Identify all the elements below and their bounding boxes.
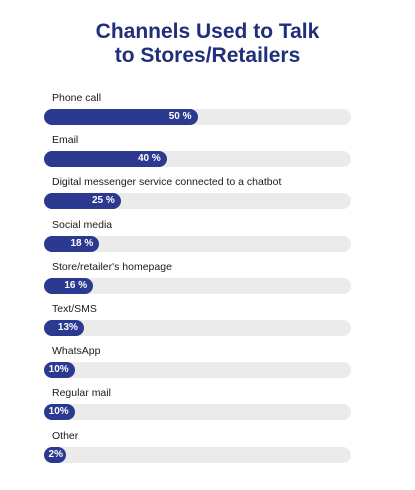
bar-track: 50 % [44, 109, 351, 125]
bar-value-label: 18 % [70, 237, 94, 249]
bar-row: Email 40 % [0, 134, 415, 176]
chart-title: Channels Used to Talk to Stores/Retailer… [0, 20, 415, 68]
bar: 16 % [44, 277, 94, 294]
bar: 13% [44, 320, 84, 336]
category-label: Email [52, 134, 79, 147]
bar-row: Text/SMS 13% [0, 303, 415, 345]
bar-row: Store/retailer's homepage 16 % [0, 261, 415, 303]
bar: 40 % [44, 151, 167, 168]
bar-row: Other 2% [0, 430, 415, 472]
bar: 2% [44, 446, 66, 463]
bar-row: Phone call 50 % [0, 92, 415, 134]
category-label: Phone call [52, 92, 102, 104]
bar-track: 10% [44, 362, 351, 379]
bar-value-label: 13% [57, 322, 78, 333]
bar-track: 16 % [44, 277, 351, 294]
bar-value-label: 40 % [138, 153, 161, 165]
bar-track: 2% [44, 446, 351, 463]
bar-row: WhatsApp 10% [0, 345, 415, 387]
bar-row: Regular mail 10% [0, 387, 415, 429]
category-label: Regular mail [52, 387, 111, 400]
bar-track: 25 % [44, 193, 351, 210]
bar-value-label: 50 % [168, 111, 192, 122]
bar-track: 10% [44, 404, 351, 421]
category-label: WhatsApp [52, 345, 101, 358]
bar-value-label: 16 % [64, 279, 88, 291]
bar: 50 % [44, 109, 198, 125]
bar-value-label: 2% [48, 448, 63, 460]
bar: 25 % [44, 193, 121, 210]
bar: 18 % [44, 235, 100, 252]
category-label: Social media [52, 218, 113, 231]
chart-title-line-2: to Stores/Retailers [114, 44, 301, 67]
bar-row: Social media 18 % [0, 219, 415, 261]
bar: 10% [44, 362, 75, 379]
bar-value-label: 10% [48, 406, 69, 418]
category-label: Text/SMS [52, 303, 97, 315]
bar-value-label: 25 % [91, 195, 115, 207]
category-label: Store/retailer's homepage [52, 260, 172, 273]
bar-track: 13% [44, 320, 351, 336]
bar-row: Digital messenger service connected to a… [0, 176, 415, 218]
bar-track: 18 % [44, 235, 351, 252]
bar: 10% [44, 404, 75, 421]
bar-track: 40 % [44, 151, 351, 168]
category-label: Digital messenger service connected to a… [52, 176, 282, 189]
bar-value-label: 10% [48, 364, 69, 376]
category-label: Other [52, 429, 79, 442]
chart-title-line-1: Channels Used to Talk [95, 20, 320, 43]
